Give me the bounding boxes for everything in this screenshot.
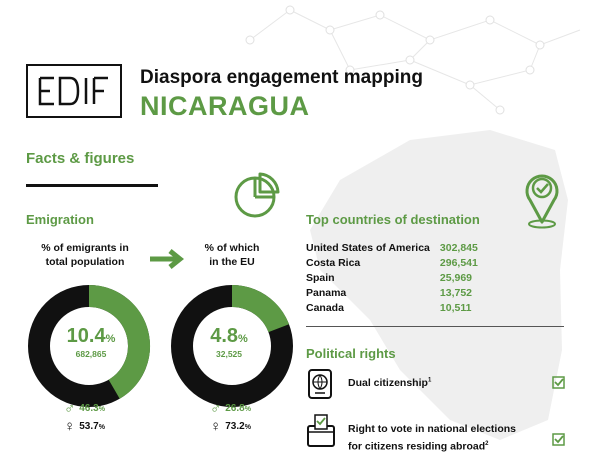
divider	[306, 326, 564, 327]
label-line: in the EU	[209, 256, 255, 268]
location-check-icon	[525, 174, 559, 229]
page-title: Diaspora engagement mapping	[140, 67, 423, 88]
female-value: 53.7	[79, 421, 99, 432]
destination-country: Panama	[306, 287, 347, 299]
emigrants-count: 682,865	[75, 349, 107, 359]
vote-abroad-label: Right to vote in national elections for …	[348, 422, 516, 455]
male-icon: ♂	[64, 399, 76, 417]
emigration-title: Emigration	[26, 212, 94, 227]
dual-citizenship-label: Dual citizenship1	[348, 377, 431, 389]
percent-unit: %	[105, 333, 116, 345]
destination-value: 25,969	[439, 272, 473, 284]
destination-country: Costa Rica	[306, 257, 361, 269]
section-title: Facts & figures	[26, 150, 135, 167]
pct-unit: %	[98, 406, 105, 413]
pie-chart-icon	[234, 172, 280, 218]
male-share-total: ♂ 46.3%	[64, 399, 105, 417]
destination-row: Canada 10,511	[306, 301, 478, 316]
passport-icon	[308, 369, 332, 399]
destination-country: United States of America	[306, 242, 430, 254]
destination-country: Spain	[306, 272, 335, 284]
male-icon: ♂	[210, 399, 222, 417]
footnote-ref: 2	[485, 441, 489, 447]
male-value: 26.8	[225, 403, 245, 414]
female-icon: ♀	[210, 417, 222, 435]
political-rights-title: Political rights	[306, 346, 396, 361]
eu-label: % of which in the EU	[182, 241, 282, 269]
eudif-logo-mark	[38, 76, 108, 106]
label-line: % of emigrants in	[41, 242, 129, 254]
checkbox-icon	[552, 376, 565, 389]
male-value: 46.3	[79, 403, 99, 414]
nicaragua-map	[310, 130, 568, 440]
destination-value: 10,511	[439, 302, 472, 314]
male-share-eu: ♂ 26.8%	[210, 399, 251, 417]
destination-value: 13,752	[439, 287, 473, 299]
eudif-logo	[26, 64, 122, 118]
destination-row: Panama 13,752	[306, 286, 478, 301]
label-line: total population	[45, 256, 125, 268]
checkbox-icon	[552, 433, 565, 446]
section-divider	[26, 184, 158, 187]
destination-country: Canada	[306, 302, 344, 314]
dual-citizenship-text: Dual citizenship	[348, 377, 428, 389]
destinations-title: Top countries of destination	[306, 212, 480, 227]
destination-value: 296,541	[439, 257, 478, 269]
arrow-right-icon	[150, 249, 184, 269]
donut-arc	[231, 285, 289, 333]
ballot-box-icon	[307, 414, 335, 447]
footnote-ref: 1	[427, 377, 432, 384]
eu-percent: 4.8%	[176, 325, 282, 348]
total-population-label: % of emigrants in total population	[26, 241, 144, 269]
emigrants-donut	[28, 285, 150, 407]
percent-value: 10.4	[66, 325, 106, 347]
vote-line: Right to vote in national elections	[348, 423, 517, 435]
label-line: % of which	[204, 242, 260, 254]
emigrants-percent: 10.4%	[38, 325, 144, 348]
donut-arc	[88, 285, 150, 399]
country-name: NICARAGUA	[140, 91, 310, 121]
female-share-total: ♀ 53.7%	[64, 417, 105, 435]
eu-donut	[171, 285, 293, 407]
destination-value: 302,845	[439, 242, 478, 254]
percent-value: 4.8	[210, 325, 239, 347]
female-share-eu: ♀ 73.2%	[210, 417, 251, 435]
pct-unit: %	[244, 406, 251, 413]
pct-unit: %	[98, 424, 105, 431]
destinations-table: United States of America 302,845 Costa Ric…	[306, 241, 478, 316]
destination-row: Costa Rica 296,541	[306, 256, 478, 271]
destination-row: Spain 25,969	[306, 271, 478, 286]
eu-count: 32,525	[216, 349, 242, 359]
destination-row: United States of America 302,845	[306, 241, 478, 256]
network-decoration	[245, 5, 581, 115]
pct-unit: %	[244, 424, 251, 431]
vote-line: for citizens residing abroad	[348, 440, 486, 453]
percent-unit: %	[238, 333, 248, 345]
female-value: 73.2	[225, 421, 245, 432]
female-icon: ♀	[64, 417, 76, 435]
